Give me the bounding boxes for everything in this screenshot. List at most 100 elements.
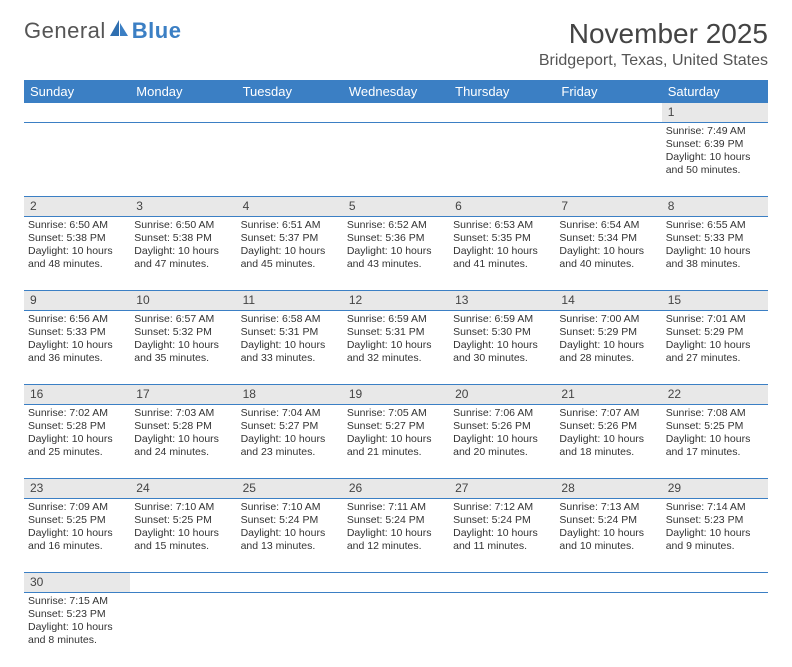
sunset-line: Sunset: 5:38 PM bbox=[134, 232, 232, 245]
day-cell bbox=[237, 123, 343, 197]
day-number-row: 1 bbox=[24, 103, 768, 123]
day-cell: Sunrise: 7:06 AMSunset: 5:26 PMDaylight:… bbox=[449, 405, 555, 479]
day-cell: Sunrise: 7:15 AMSunset: 5:23 PMDaylight:… bbox=[24, 593, 130, 667]
daylight-line: Daylight: 10 hours and 10 minutes. bbox=[559, 527, 657, 553]
sunrise-line: Sunrise: 7:13 AM bbox=[559, 501, 657, 514]
weekday-header: Monday bbox=[130, 80, 236, 103]
day-number-cell bbox=[555, 103, 661, 123]
sunrise-line: Sunrise: 6:51 AM bbox=[241, 219, 339, 232]
page-title: November 2025 bbox=[539, 18, 768, 50]
daylight-line: Daylight: 10 hours and 33 minutes. bbox=[241, 339, 339, 365]
day-number-cell: 18 bbox=[237, 385, 343, 405]
sail-icon bbox=[108, 18, 130, 44]
weekday-header: Wednesday bbox=[343, 80, 449, 103]
day-cell bbox=[555, 593, 661, 667]
day-number-cell: 9 bbox=[24, 291, 130, 311]
location: Bridgeport, Texas, United States bbox=[539, 52, 768, 70]
day-cell: Sunrise: 6:59 AMSunset: 5:31 PMDaylight:… bbox=[343, 311, 449, 385]
day-number-cell: 10 bbox=[130, 291, 236, 311]
day-number-cell: 8 bbox=[662, 197, 768, 217]
daylight-line: Daylight: 10 hours and 32 minutes. bbox=[347, 339, 445, 365]
sunrise-line: Sunrise: 7:10 AM bbox=[241, 501, 339, 514]
day-cell: Sunrise: 7:11 AMSunset: 5:24 PMDaylight:… bbox=[343, 499, 449, 573]
sunrise-line: Sunrise: 6:56 AM bbox=[28, 313, 126, 326]
sunrise-line: Sunrise: 7:04 AM bbox=[241, 407, 339, 420]
day-number-cell: 30 bbox=[24, 573, 130, 593]
sunset-line: Sunset: 5:25 PM bbox=[28, 514, 126, 527]
daylight-line: Daylight: 10 hours and 8 minutes. bbox=[28, 621, 126, 647]
daylight-line: Daylight: 10 hours and 9 minutes. bbox=[666, 527, 764, 553]
sunrise-line: Sunrise: 7:01 AM bbox=[666, 313, 764, 326]
day-number-cell bbox=[662, 573, 768, 593]
daylight-line: Daylight: 10 hours and 48 minutes. bbox=[28, 245, 126, 271]
day-cell: Sunrise: 7:49 AMSunset: 6:39 PMDaylight:… bbox=[662, 123, 768, 197]
daylight-line: Daylight: 10 hours and 35 minutes. bbox=[134, 339, 232, 365]
weekday-header-row: Sunday Monday Tuesday Wednesday Thursday… bbox=[24, 80, 768, 103]
sunset-line: Sunset: 5:24 PM bbox=[347, 514, 445, 527]
day-cell: Sunrise: 6:53 AMSunset: 5:35 PMDaylight:… bbox=[449, 217, 555, 291]
sunset-line: Sunset: 5:24 PM bbox=[453, 514, 551, 527]
daylight-line: Daylight: 10 hours and 36 minutes. bbox=[28, 339, 126, 365]
sunset-line: Sunset: 5:23 PM bbox=[28, 608, 126, 621]
day-cell: Sunrise: 7:12 AMSunset: 5:24 PMDaylight:… bbox=[449, 499, 555, 573]
daylight-line: Daylight: 10 hours and 11 minutes. bbox=[453, 527, 551, 553]
daylight-line: Daylight: 10 hours and 23 minutes. bbox=[241, 433, 339, 459]
sunset-line: Sunset: 5:38 PM bbox=[28, 232, 126, 245]
sunset-line: Sunset: 5:26 PM bbox=[453, 420, 551, 433]
day-cell: Sunrise: 7:04 AMSunset: 5:27 PMDaylight:… bbox=[237, 405, 343, 479]
day-number-cell bbox=[555, 573, 661, 593]
sunset-line: Sunset: 5:33 PM bbox=[666, 232, 764, 245]
sunrise-line: Sunrise: 7:15 AM bbox=[28, 595, 126, 608]
day-number-cell: 16 bbox=[24, 385, 130, 405]
sunrise-line: Sunrise: 7:08 AM bbox=[666, 407, 764, 420]
calendar-table: Sunday Monday Tuesday Wednesday Thursday… bbox=[24, 80, 768, 667]
day-cell: Sunrise: 6:59 AMSunset: 5:30 PMDaylight:… bbox=[449, 311, 555, 385]
day-number-cell bbox=[343, 103, 449, 123]
day-cell bbox=[237, 593, 343, 667]
sunset-line: Sunset: 5:29 PM bbox=[559, 326, 657, 339]
day-number-cell bbox=[449, 573, 555, 593]
day-number-cell bbox=[237, 573, 343, 593]
day-number-cell: 5 bbox=[343, 197, 449, 217]
daylight-line: Daylight: 10 hours and 28 minutes. bbox=[559, 339, 657, 365]
sunset-line: Sunset: 5:25 PM bbox=[134, 514, 232, 527]
sunset-line: Sunset: 5:35 PM bbox=[453, 232, 551, 245]
day-cell: Sunrise: 7:08 AMSunset: 5:25 PMDaylight:… bbox=[662, 405, 768, 479]
day-cell: Sunrise: 6:50 AMSunset: 5:38 PMDaylight:… bbox=[130, 217, 236, 291]
sunset-line: Sunset: 5:27 PM bbox=[347, 420, 445, 433]
day-number-cell: 19 bbox=[343, 385, 449, 405]
daylight-line: Daylight: 10 hours and 40 minutes. bbox=[559, 245, 657, 271]
day-number-cell: 3 bbox=[130, 197, 236, 217]
weekday-header: Thursday bbox=[449, 80, 555, 103]
sunset-line: Sunset: 5:31 PM bbox=[241, 326, 339, 339]
day-number-cell bbox=[24, 103, 130, 123]
day-cell: Sunrise: 7:05 AMSunset: 5:27 PMDaylight:… bbox=[343, 405, 449, 479]
daylight-line: Daylight: 10 hours and 12 minutes. bbox=[347, 527, 445, 553]
day-number-row: 16171819202122 bbox=[24, 385, 768, 405]
sunrise-line: Sunrise: 7:00 AM bbox=[559, 313, 657, 326]
day-number-cell: 20 bbox=[449, 385, 555, 405]
sunset-line: Sunset: 5:37 PM bbox=[241, 232, 339, 245]
day-cell: Sunrise: 7:09 AMSunset: 5:25 PMDaylight:… bbox=[24, 499, 130, 573]
week-row: Sunrise: 7:49 AMSunset: 6:39 PMDaylight:… bbox=[24, 123, 768, 197]
sunrise-line: Sunrise: 6:50 AM bbox=[28, 219, 126, 232]
sunrise-line: Sunrise: 7:07 AM bbox=[559, 407, 657, 420]
day-number-cell: 7 bbox=[555, 197, 661, 217]
day-number-cell: 28 bbox=[555, 479, 661, 499]
weekday-header: Friday bbox=[555, 80, 661, 103]
day-cell: Sunrise: 6:57 AMSunset: 5:32 PMDaylight:… bbox=[130, 311, 236, 385]
sunset-line: Sunset: 5:27 PM bbox=[241, 420, 339, 433]
sunset-line: Sunset: 5:30 PM bbox=[453, 326, 551, 339]
day-number-cell: 12 bbox=[343, 291, 449, 311]
daylight-line: Daylight: 10 hours and 30 minutes. bbox=[453, 339, 551, 365]
sunrise-line: Sunrise: 7:49 AM bbox=[666, 125, 764, 138]
daylight-line: Daylight: 10 hours and 16 minutes. bbox=[28, 527, 126, 553]
sunrise-line: Sunrise: 6:50 AM bbox=[134, 219, 232, 232]
sunset-line: Sunset: 5:29 PM bbox=[666, 326, 764, 339]
day-number-cell: 29 bbox=[662, 479, 768, 499]
day-number-cell: 6 bbox=[449, 197, 555, 217]
day-number-cell bbox=[130, 573, 236, 593]
sunset-line: Sunset: 5:25 PM bbox=[666, 420, 764, 433]
daylight-line: Daylight: 10 hours and 15 minutes. bbox=[134, 527, 232, 553]
day-cell bbox=[343, 593, 449, 667]
